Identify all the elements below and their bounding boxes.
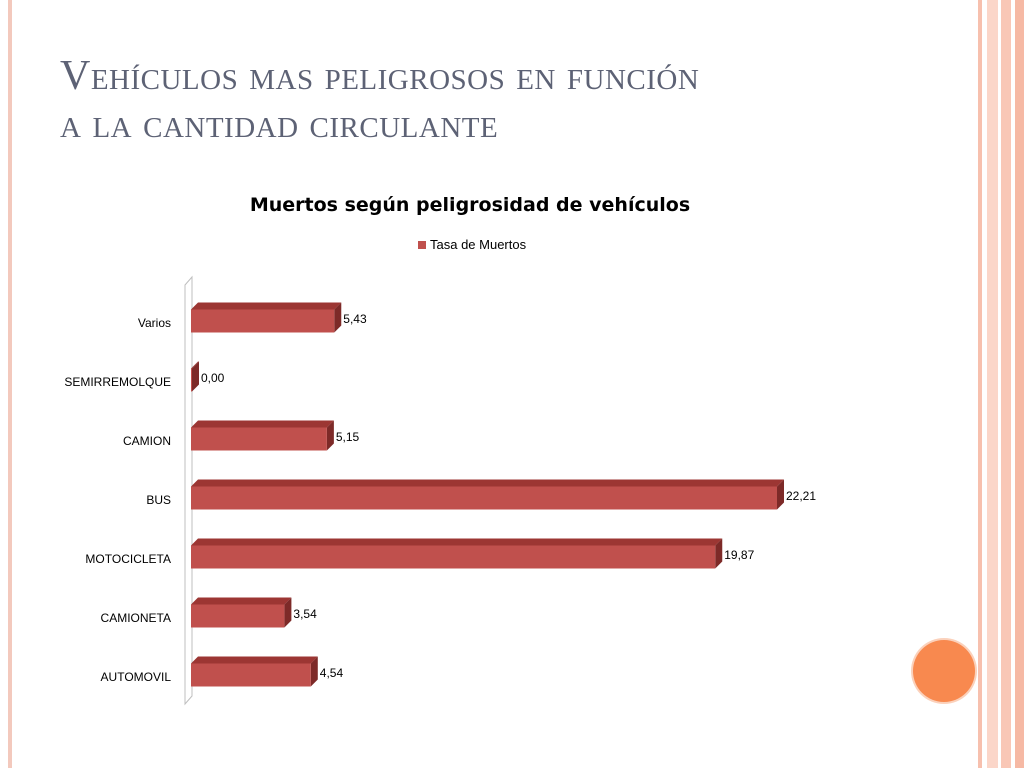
axis-wall (184, 275, 193, 706)
slide-title-line-1: Vehículos mas peligrosos en función (60, 53, 700, 99)
category-label: BUS (146, 493, 171, 507)
chart-legend: Tasa de Muertos (418, 237, 526, 252)
bar-side (310, 656, 318, 687)
legend-label: Tasa de Muertos (430, 237, 527, 252)
bar (191, 427, 327, 451)
decorative-circle (913, 640, 975, 702)
bar-side (192, 361, 199, 392)
bar (191, 604, 285, 628)
data-label: 0,00 (201, 371, 225, 385)
category-label: CAMIONETA (101, 611, 171, 625)
bar (191, 368, 192, 392)
right-decorative-stripes (978, 0, 1024, 768)
bar-top (191, 656, 318, 664)
category-label: AUTOMOVIL (101, 670, 172, 684)
data-label: 5,15 (336, 430, 360, 444)
data-label: 4,54 (320, 666, 344, 680)
category-label: Varios (138, 316, 171, 330)
bar-top (191, 479, 784, 487)
bar (191, 663, 311, 687)
bar (191, 309, 335, 333)
category-label: MOTOCICLETA (85, 552, 171, 566)
bar (191, 545, 716, 569)
bar-top (191, 420, 334, 428)
data-label: 22,21 (786, 489, 816, 503)
category-label: CAMION (123, 434, 171, 448)
bar-side (715, 538, 723, 569)
bar-top (191, 361, 199, 369)
slide-title-line-2: a la cantidad circulante (60, 101, 499, 147)
bar (191, 486, 777, 510)
slide-title: Vehículos mas peligrosos en función a la… (60, 52, 960, 148)
data-label: 5,43 (343, 312, 367, 326)
left-decorative-stripe (8, 0, 12, 768)
bar-side (334, 302, 342, 333)
data-label: 19,87 (724, 548, 754, 562)
legend-swatch (418, 240, 426, 249)
bar-side (777, 479, 784, 510)
category-label: SEMIRREMOLQUE (64, 375, 171, 389)
bar-side (326, 420, 334, 451)
bar-top (191, 597, 292, 605)
bar-side (284, 597, 292, 628)
bar-top (191, 302, 342, 310)
chart-title: Muertos según peligrosidad de vehículos (249, 194, 691, 216)
bar-top (191, 538, 723, 546)
data-label: 3,54 (293, 607, 317, 621)
